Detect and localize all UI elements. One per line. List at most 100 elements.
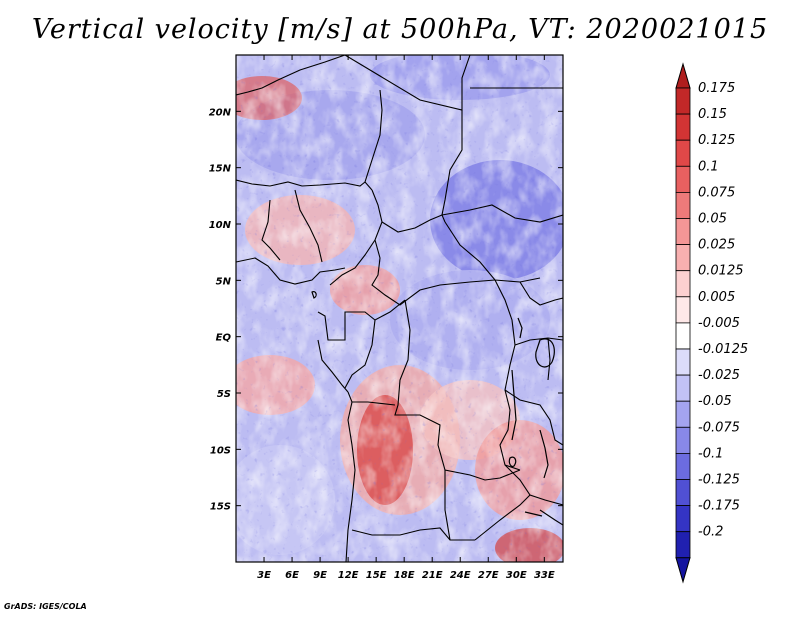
colorbar-swatch <box>675 270 691 298</box>
map-title: Vertical velocity [m/s] at 500hPa, VT: 2… <box>31 14 769 45</box>
boundary-line <box>519 281 563 306</box>
lake-mweru <box>508 456 517 468</box>
boundary-line <box>444 470 451 541</box>
boundary-line <box>294 189 323 263</box>
boundary-line <box>317 299 406 341</box>
boundary-line <box>261 199 281 261</box>
lake-malawi <box>539 429 549 479</box>
colorbar-label: 0.025 <box>698 238 735 253</box>
colorbar-label: 0.125 <box>698 133 735 148</box>
plot-frame <box>235 54 564 563</box>
country-borders <box>236 55 563 562</box>
colorbar-label: 0.15 <box>698 107 727 122</box>
lon-tick-label: 3E <box>257 570 271 581</box>
colorbar-swatch <box>675 191 691 219</box>
boundary-line <box>504 389 563 446</box>
lon-tick-label: 24E <box>450 570 471 581</box>
colorbar-swatch <box>675 244 691 272</box>
lake-kariba <box>524 511 543 517</box>
boundary-line <box>514 337 563 346</box>
colorbar-swatch <box>675 374 691 402</box>
lat-tick-label: 5N <box>216 276 232 287</box>
colorbar-swatch <box>675 531 691 559</box>
colorbar-label: 0.1 <box>698 159 719 174</box>
lon-tick-label: 33E <box>534 570 555 581</box>
lon-tick-label: 12E <box>338 570 359 581</box>
colorbar-label: -0.175 <box>698 499 740 514</box>
island-bioko <box>311 291 317 299</box>
colorbar-label: -0.125 <box>698 473 740 488</box>
colorbar-label: -0.2 <box>698 525 723 540</box>
colorbar: 0.175 0.15 0.125 0.1 0.075 0.05 0.025 0.0125 0.0… <box>675 62 748 584</box>
footer-credit: GrADS: IGES/COLA <box>4 602 87 611</box>
colorbar-label: 0.05 <box>698 212 727 227</box>
lat-tick-label: 15N <box>209 164 232 175</box>
boundary-line <box>352 401 396 406</box>
colorbar-label: -0.075 <box>698 420 740 435</box>
lat-tick-label: EQ <box>216 333 232 344</box>
boundary-line <box>317 339 349 393</box>
boundary-line <box>547 337 551 381</box>
velocity-field <box>236 55 563 562</box>
colorbar-swatch <box>675 296 691 324</box>
colorbar-swatch <box>675 165 691 193</box>
boundary-line <box>381 214 443 233</box>
colorbar-label: 0.005 <box>698 290 735 305</box>
field-speckle <box>236 55 563 562</box>
lake-tanganyika <box>511 369 517 441</box>
boundary-line <box>444 221 541 283</box>
lat-tick-label: 20N <box>209 107 232 118</box>
lon-tick-label: 21E <box>422 570 443 581</box>
lon-tick-label: 30E <box>506 570 527 581</box>
lon-tick-label: 18E <box>394 570 415 581</box>
boundary-line <box>441 110 463 223</box>
boundary-line <box>236 257 346 285</box>
lon-tick-label: 27E <box>478 570 499 581</box>
colorbar-bottom-arrow <box>675 557 691 584</box>
boundary-line <box>441 204 563 223</box>
boundary-line <box>539 509 563 526</box>
lon-axis: 3E 6E 9E 12E 15E 18E 21E 24E 27E 30E 33E <box>257 55 555 581</box>
colorbar-swatch <box>675 139 691 167</box>
colorbar-label: -0.0125 <box>698 342 748 357</box>
colorbar-label: 0.0125 <box>698 264 744 279</box>
lat-tick-label: 15S <box>210 502 231 513</box>
colorbar-swatch <box>675 400 691 428</box>
colorbar-label: 0.075 <box>698 185 735 200</box>
boundary-line <box>474 494 531 541</box>
lat-tick-label: 10N <box>209 220 232 231</box>
lat-tick-label: 5S <box>217 389 231 400</box>
boundary-line <box>345 391 356 562</box>
colorbar-top-arrow <box>675 62 691 89</box>
colorbar-label: -0.05 <box>698 394 732 409</box>
colorbar-swatch <box>675 218 691 246</box>
colorbar-label: 0.175 <box>698 81 735 96</box>
lon-tick-label: 6E <box>285 570 299 581</box>
colorbar-label: -0.025 <box>698 368 740 383</box>
lake-albert <box>517 317 523 339</box>
boundary-line <box>236 179 366 187</box>
lon-tick-label: 15E <box>366 570 387 581</box>
boundary-line <box>364 89 383 191</box>
colorbar-swatch <box>675 426 691 454</box>
lake-victoria <box>535 338 555 368</box>
boundary-line <box>236 55 346 96</box>
colorbar-swatch <box>675 452 691 480</box>
lat-tick-label: 10S <box>210 445 231 456</box>
colorbar-swatch <box>675 322 691 350</box>
colorbar-label: -0.1 <box>698 446 723 461</box>
colorbar-swatch <box>675 113 691 141</box>
boundary-line <box>371 239 496 306</box>
boundary-line <box>329 189 383 286</box>
colorbar-label: -0.005 <box>698 316 740 331</box>
lake-outlines <box>311 291 555 517</box>
colorbar-swatch <box>675 348 691 376</box>
boundary-line <box>394 299 521 481</box>
colorbar-swatch <box>675 479 691 507</box>
boundary-line <box>344 319 376 389</box>
colorbar-swatch <box>675 505 691 533</box>
lat-axis: 20N 15N 10N 5N EQ 5S 10S 15S <box>209 107 563 513</box>
lon-tick-label: 9E <box>313 570 327 581</box>
colorbar-swatch <box>675 87 691 115</box>
